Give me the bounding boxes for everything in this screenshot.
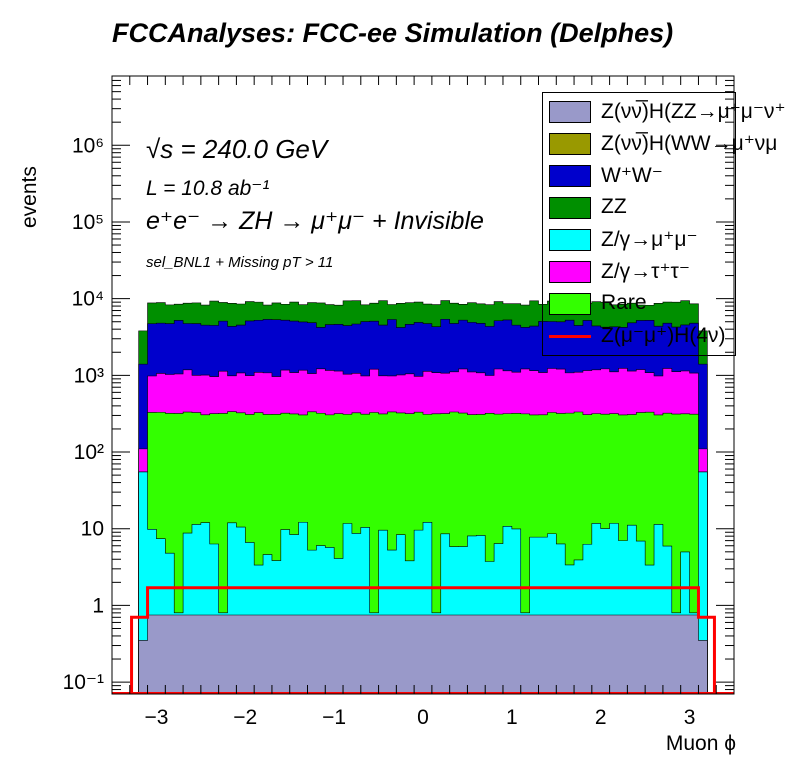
- legend-item: Z(μ⁻μ⁺)H(4ν): [549, 321, 749, 351]
- legend-label: W⁺W⁻: [601, 164, 663, 187]
- legend-item: Z(νν̅)H(ZZ→μ⁺μ⁻ν⁺: [549, 97, 786, 127]
- legend-swatch: [549, 261, 591, 283]
- x-tick-label: −3: [144, 706, 168, 729]
- x-tick-label: 0: [417, 706, 429, 729]
- legend-label: Z(νν̅)H(ZZ→μ⁺μ⁻ν⁺: [601, 100, 786, 123]
- legend-item: ZZ: [549, 193, 749, 223]
- y-tick-label: 10⁵: [72, 211, 104, 234]
- y-axis-label: events: [18, 166, 41, 228]
- legend-label: Rare: [601, 291, 647, 314]
- x-axis-label: Muon ϕ: [665, 732, 736, 755]
- legend-label: Z(μ⁻μ⁺)H(4ν): [601, 324, 726, 347]
- legend-item: Rare: [549, 289, 749, 319]
- legend: Z(νν̅)H(ZZ→μ⁺μ⁻ν⁺ Z(νν̅)H(WW→μ⁺νμ W⁺W⁻ ZZ Z/…: [542, 92, 786, 356]
- legend-item: Z(νν̅)H(WW→μ⁺νμ: [549, 129, 777, 159]
- series-fill-zz-h-signal: [138, 614, 708, 695]
- legend-label: Z/γ→μ⁺μ⁻: [601, 228, 698, 251]
- legend-swatch: [549, 165, 591, 187]
- annotation-selection: sel_BNL1 + Missing pT > 11: [146, 254, 334, 271]
- x-tick-label: −2: [233, 706, 257, 729]
- x-tick-label: 2: [595, 706, 607, 729]
- annotation-sqrt-s: √s = 240.0 GeV: [146, 134, 328, 164]
- legend-line-swatch: [549, 335, 591, 338]
- legend-swatch: [549, 197, 591, 219]
- y-tick-label: 10⁻¹: [63, 671, 104, 694]
- y-tick-label: 1: [92, 594, 104, 617]
- legend-swatch: [549, 293, 591, 315]
- x-tick-label: 3: [684, 706, 696, 729]
- y-tick-label: 10: [81, 518, 104, 541]
- y-axis-label-wrap: events: [8, 152, 41, 232]
- annotation-process: e⁺e⁻ → ZH → μ⁺μ⁻ + Invisible: [146, 207, 484, 235]
- y-tick-label: 10⁴: [72, 288, 104, 311]
- series-line-signal: [130, 586, 716, 694]
- legend-item: Z/γ→μ⁺μ⁻: [549, 225, 749, 255]
- legend-item: Z/γ→τ⁺τ⁻: [549, 257, 749, 287]
- y-tick-label: 10³: [74, 364, 104, 387]
- y-tick-label: 10⁶: [72, 134, 104, 157]
- x-tick-label: 1: [506, 706, 518, 729]
- legend-swatch: [549, 101, 591, 123]
- legend-label: ZZ: [601, 195, 627, 218]
- legend-item: W⁺W⁻: [549, 161, 749, 191]
- y-tick-label: 10²: [74, 441, 104, 464]
- legend-swatch: [549, 229, 591, 251]
- x-tick-label: −1: [322, 706, 346, 729]
- legend-label: Z/γ→τ⁺τ⁻: [601, 260, 690, 283]
- chart-title: FCCAnalyses: FCC-ee Simulation (Delphes): [112, 18, 674, 48]
- legend-label: Z(νν̅)H(WW→μ⁺νμ: [601, 132, 778, 155]
- legend-swatch: [549, 133, 591, 155]
- plot-frame: [111, 75, 735, 695]
- annotation-lumi: L = 10.8 ab⁻¹: [146, 177, 270, 200]
